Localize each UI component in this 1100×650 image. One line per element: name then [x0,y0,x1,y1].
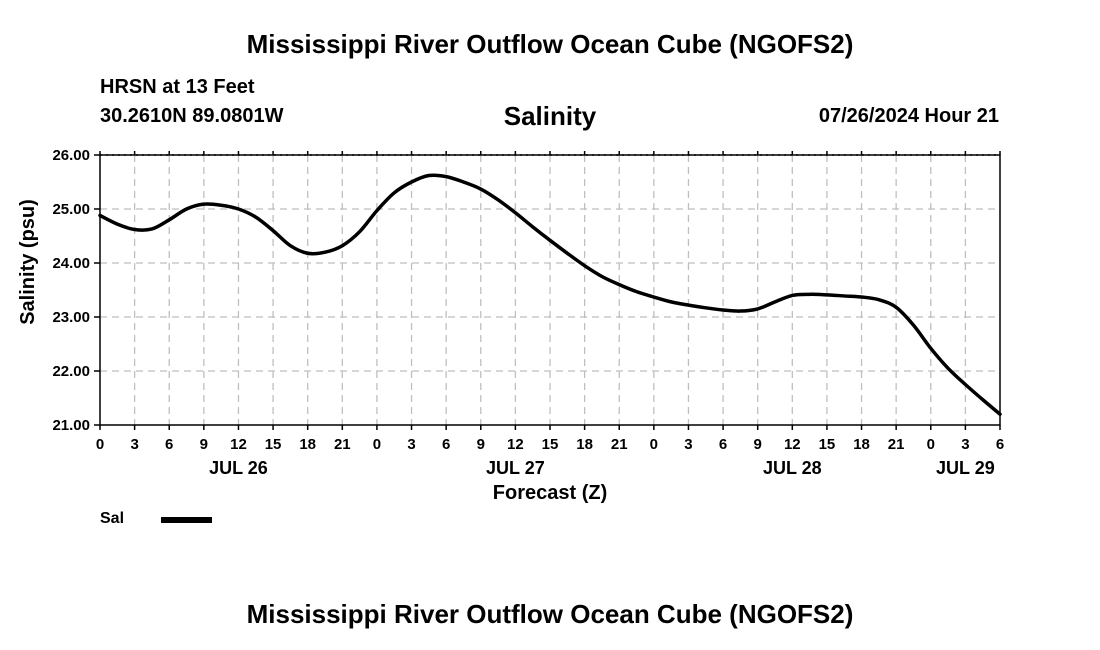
y-tick-label: 23.00 [52,309,90,326]
y-tick-label: 21.00 [52,417,90,434]
x-date-label: JUL 28 [763,458,822,478]
x-tick-label: 18 [576,436,593,453]
x-tick-label: 21 [888,436,905,453]
footer-title: Mississippi River Outflow Ocean Cube (NG… [246,599,854,629]
x-date-label: JUL 27 [486,458,545,478]
x-tick-label: 18 [853,436,870,453]
x-tick-label: 3 [130,436,138,453]
x-tick-label: 3 [684,436,692,453]
x-tick-label: 6 [996,436,1004,453]
y-tick-label: 24.00 [52,255,90,272]
page-title: Mississippi River Outflow Ocean Cube (NG… [246,29,854,59]
y-tick-label: 26.00 [52,147,90,164]
x-tick-label: 0 [373,436,381,453]
x-tick-label: 9 [477,436,485,453]
axis-ticks [94,151,1001,430]
legend-label: Sal [100,510,125,527]
x-date-label: JUL 29 [936,458,995,478]
x-tick-label: 15 [265,436,282,453]
x-tick-label: 6 [442,436,450,453]
x-tick-label: 12 [507,436,524,453]
y-tick-label: 22.00 [52,363,90,380]
chart-title: Salinity [503,101,597,131]
y-axis-label: Salinity (psu) [17,199,39,325]
grid [100,154,1000,425]
x-tick-label: 3 [961,436,969,453]
x-tick-label: 9 [754,436,762,453]
y-tick-label: 25.00 [52,201,90,218]
x-date-label: JUL 26 [209,458,268,478]
x-tick-label: 6 [165,436,173,453]
x-tick-label: 6 [719,436,727,453]
x-tick-label: 0 [650,436,658,453]
x-tick-label: 0 [927,436,935,453]
x-axis-label: Forecast (Z) [492,482,608,504]
x-tick-label: 21 [611,436,628,453]
station-coordinates: 30.2610N 89.0801W [100,105,284,127]
x-tick-label: 15 [819,436,836,453]
x-tick-label: 15 [542,436,559,453]
x-tick-label: 12 [784,436,801,453]
x-tick-label: 12 [230,436,247,453]
x-tick-label: 18 [299,436,316,453]
station-name: HRSN at 13 Feet [100,76,255,98]
x-tick-label: 9 [200,436,208,453]
x-tick-label: 21 [334,436,351,453]
x-tick-label: 0 [96,436,104,453]
forecast-datetime: 07/26/2024 Hour 21 [818,105,999,127]
legend-swatch [161,517,212,523]
series-line-sal [98,173,1002,416]
x-tick-label: 3 [407,436,415,453]
axis-labels: 0 3 6 9 12 15 18 21 0 3 6 9 12 15 18 21 0 3 6 9 12 15 18 21 0 3 6 2… [52,147,1004,478]
